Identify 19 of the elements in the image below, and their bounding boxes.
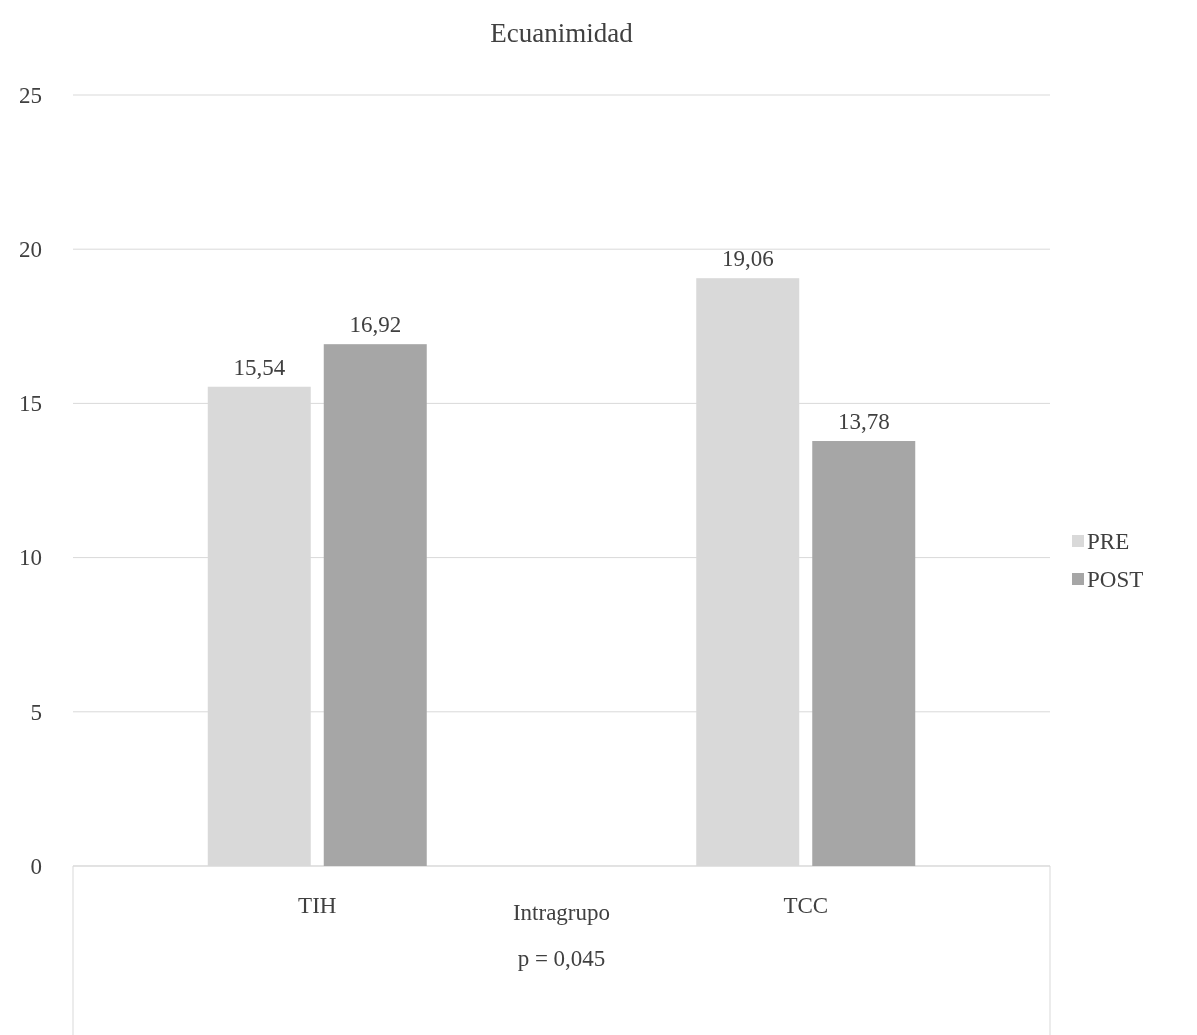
data-label: 16,92	[349, 312, 402, 338]
legend-label: PRE	[1087, 529, 1130, 555]
y-tick-label: 5	[30, 699, 42, 725]
x-tick-label: TCC	[783, 893, 829, 919]
legend-label: POST	[1087, 567, 1144, 593]
data-label: 13,78	[837, 409, 890, 435]
text: p = 0,045	[517, 946, 606, 971]
y-tick-label: 15	[19, 391, 42, 417]
bar	[323, 344, 427, 866]
bar	[812, 441, 916, 866]
data-label: 15,54	[233, 354, 286, 380]
x-tick-label: TIH	[298, 893, 337, 919]
y-tick-label: 10	[19, 545, 42, 571]
chart-title: Ecuanimidad	[490, 18, 634, 48]
x-axis-title: Intragrupo	[512, 900, 611, 925]
y-tick-label: 25	[19, 82, 42, 108]
y-tick-label: 20	[19, 237, 42, 263]
data-label: 19,06	[721, 246, 774, 272]
y-tick-label: 0	[30, 853, 42, 879]
